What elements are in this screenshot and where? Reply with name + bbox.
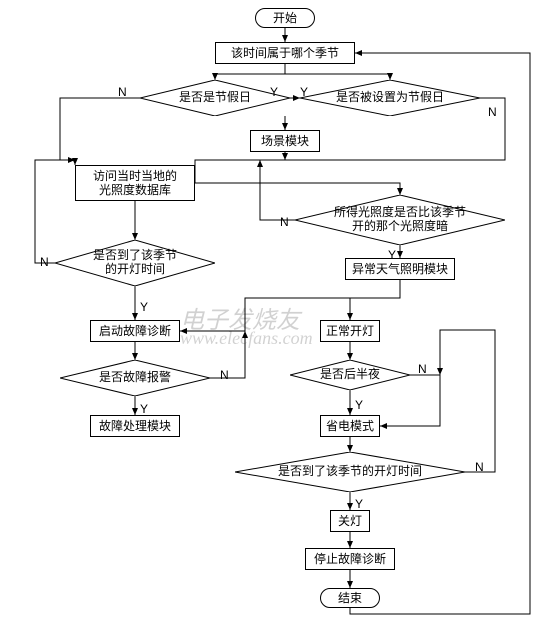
- edge-label: Y: [140, 300, 148, 314]
- decision-cmpIllum: 所得光照度是否比该季节开的那个光照度暗: [295, 195, 505, 245]
- decision-isOnTime: 是否到了该季节的开灯时间: [55, 240, 215, 286]
- terminator-start: 开始: [255, 8, 315, 28]
- decision-label: 是否是节假日: [140, 80, 290, 116]
- edge-label: N: [280, 215, 289, 229]
- decision-label: 是否到了该季节的开灯时间: [55, 240, 215, 286]
- process-accessDb: 访问当时当地的光照度数据库: [75, 165, 195, 201]
- decision-isSetHoliday: 是否被设置为节假日: [300, 80, 480, 116]
- edge-label: N: [475, 460, 484, 474]
- process-sceneModule: 场景模块: [250, 130, 320, 152]
- process-faultModule: 故障处理模块: [90, 415, 180, 437]
- decision-label: 是否故障报警: [60, 360, 210, 396]
- edge-label: N: [40, 255, 49, 269]
- decision-isOffTime: 是否到了该季节的开灯时间: [235, 452, 465, 492]
- edge-label: Y: [355, 398, 363, 412]
- decision-label: 是否到了该季节的开灯时间: [235, 452, 465, 492]
- edge-label: N: [118, 85, 127, 99]
- edge-label: N: [488, 105, 497, 119]
- watermark-line2: www.elecfans.com: [180, 328, 313, 349]
- process-season: 该时间属于哪个季节: [215, 42, 355, 64]
- process-powerSave: 省电模式: [320, 415, 380, 437]
- process-lightsOff: 关灯: [330, 510, 370, 532]
- process-startDiag: 启动故障诊断: [90, 320, 180, 342]
- decision-isAlarm: 是否故障报警: [60, 360, 210, 396]
- watermark-line1: 电子发烧友: [180, 300, 300, 335]
- edge-label: Y: [270, 85, 278, 99]
- edge-label: N: [220, 368, 229, 382]
- process-normalOn: 正常开灯: [320, 320, 380, 342]
- process-stopDiag: 停止故障诊断: [305, 548, 395, 570]
- edge-label: Y: [388, 248, 396, 262]
- decision-isLateNight: 是否后半夜: [290, 360, 410, 390]
- decision-label: 是否后半夜: [290, 360, 410, 390]
- terminator-end: 结束: [320, 588, 380, 608]
- edge-label: N: [418, 362, 427, 376]
- decision-isHoliday: 是否是节假日: [140, 80, 290, 116]
- edge-label: Y: [140, 402, 148, 416]
- edge-label: Y: [300, 85, 308, 99]
- process-abnormalLight: 异常天气照明模块: [345, 258, 455, 280]
- edge-label: Y: [355, 497, 363, 511]
- decision-label: 是否被设置为节假日: [300, 80, 480, 116]
- decision-label: 所得光照度是否比该季节开的那个光照度暗: [295, 195, 505, 245]
